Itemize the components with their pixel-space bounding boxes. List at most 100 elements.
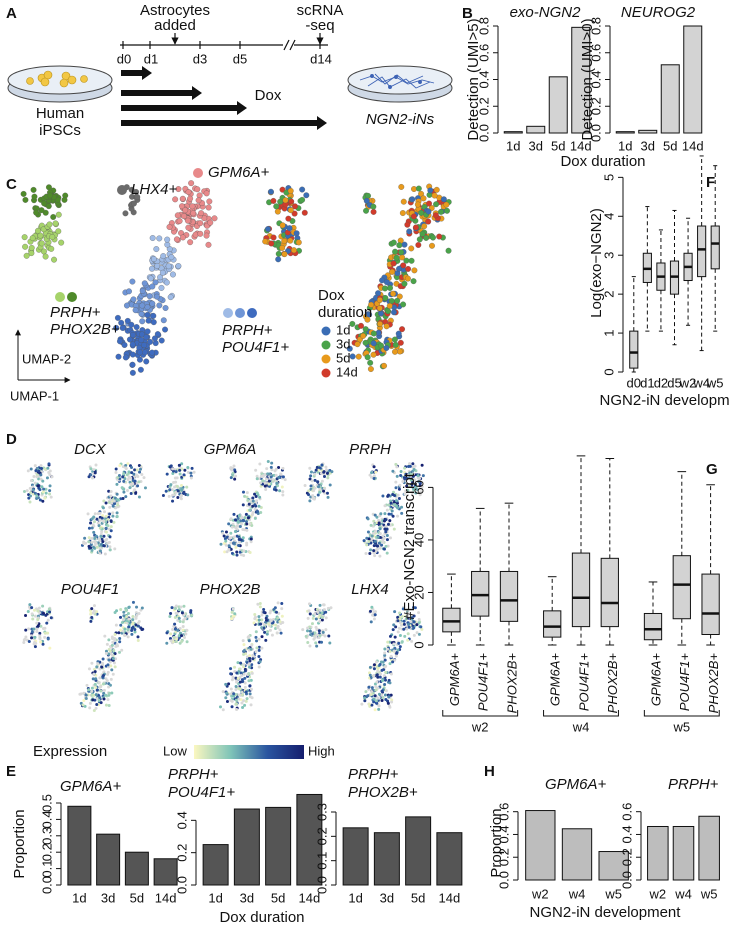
umap-point: [364, 551, 368, 555]
umap-point: [259, 481, 263, 485]
umap-point: [91, 698, 95, 702]
umap-point: [192, 470, 196, 474]
umap-point: [378, 527, 382, 531]
umap-point: [94, 534, 98, 538]
umap-point: [400, 505, 404, 509]
umap-point: [278, 489, 282, 493]
y-tick-label: 0.4: [619, 825, 634, 843]
umap-point: [309, 484, 313, 488]
umap-point: [98, 551, 102, 555]
umap-point: [183, 636, 187, 640]
umap-point: [171, 472, 175, 476]
umap-point: [112, 661, 116, 665]
umap-point: [349, 353, 356, 360]
umap-point: [115, 353, 122, 360]
umap-point: [29, 467, 33, 471]
umap-point: [409, 478, 413, 482]
umap-point: [113, 502, 117, 506]
umap-point: [255, 491, 259, 495]
umap-point: [412, 467, 416, 471]
umap-point: [178, 468, 182, 472]
umap-point: [95, 665, 99, 669]
x-axis-label: Dox duration: [560, 153, 645, 170]
umap-point: [242, 663, 246, 667]
umap-point: [222, 541, 226, 545]
x-axis-label: NGN2-iN development: [600, 392, 729, 409]
umap-point: [168, 254, 175, 261]
umap-point: [281, 475, 285, 479]
umap-point: [299, 186, 306, 193]
umap-point: [229, 517, 233, 521]
umap-point: [400, 301, 407, 308]
umap-point: [168, 614, 172, 618]
umap-point: [106, 524, 110, 528]
umap-point: [249, 703, 253, 707]
umap-point: [303, 192, 310, 199]
umap-point: [310, 479, 314, 483]
umap-point: [163, 279, 170, 286]
umap-point: [221, 708, 225, 712]
umap-point: [40, 467, 44, 471]
umap-point: [255, 474, 259, 478]
umap-point: [177, 608, 181, 612]
umap-point: [406, 632, 410, 636]
umap-point: [24, 628, 28, 632]
umap-point: [239, 519, 243, 523]
umap-point: [245, 541, 249, 545]
umap-point: [184, 217, 191, 224]
y-tick-label: 0.2: [314, 827, 329, 845]
group-label: w5: [672, 719, 690, 734]
umap-point: [87, 544, 91, 548]
umap-point: [401, 607, 405, 611]
umap-point: [29, 491, 33, 495]
bar: [265, 806, 292, 886]
x-tick-label: d1: [640, 375, 654, 390]
umap-point: [281, 490, 285, 494]
umap-point: [304, 634, 308, 638]
umap-point: [27, 640, 31, 644]
legend-swatch: [321, 340, 331, 350]
umap-point: [287, 237, 294, 244]
umap-point: [320, 640, 324, 644]
umap-point: [33, 614, 37, 618]
y-tick-label: 0.6: [496, 803, 511, 821]
umap-point: [244, 520, 248, 524]
umap-point: [117, 650, 121, 654]
umap-point: [230, 610, 234, 614]
umap-point: [90, 689, 94, 693]
y-tick-label: 0.0: [619, 871, 634, 889]
box: [543, 610, 562, 638]
umap-point: [411, 486, 415, 490]
umap-point: [97, 681, 101, 685]
umap-point: [311, 494, 315, 498]
umap-point: [234, 698, 238, 702]
umap-point: [249, 678, 253, 682]
umap-point: [230, 617, 234, 621]
panel-letter: C: [6, 176, 17, 193]
umap-point: [374, 529, 378, 533]
umap-point: [139, 331, 145, 338]
umap-point: [370, 703, 374, 707]
umap-point: [122, 617, 126, 621]
umap-point: [412, 620, 416, 624]
umap-point: [39, 477, 43, 481]
umap-point: [282, 197, 289, 204]
umap-point: [388, 681, 392, 685]
bar: [526, 125, 546, 134]
umap-points: [20, 180, 218, 376]
umap-point: [396, 514, 400, 518]
umap-point: [237, 667, 241, 671]
umap-point: [378, 675, 382, 679]
umap-point: [318, 490, 322, 494]
umap-point: [161, 494, 165, 498]
umap-point: [46, 618, 50, 622]
x-tick-label: POU4F1+: [677, 653, 692, 712]
legend-label: 14d: [336, 364, 358, 379]
umap-point: [171, 640, 175, 644]
umap-point: [254, 650, 258, 654]
umap-point: [414, 485, 418, 489]
cluster-key: [247, 308, 257, 318]
umap-point: [320, 479, 324, 483]
umap-point: [358, 322, 364, 329]
umap-point: [139, 302, 146, 309]
